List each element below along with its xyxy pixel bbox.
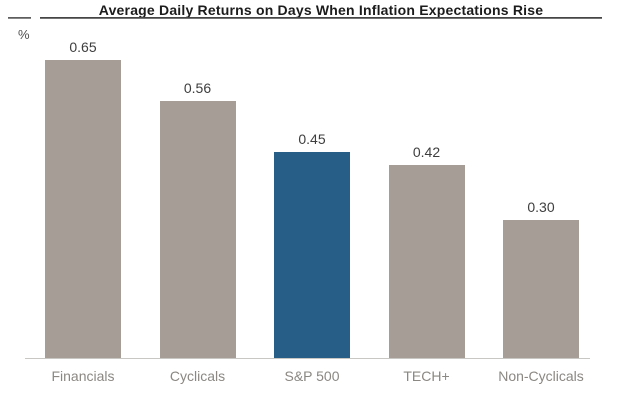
x-axis-line xyxy=(25,358,590,359)
bar-value-label: 0.42 xyxy=(412,144,441,160)
bar-financials xyxy=(45,60,121,358)
bar-group-cyclicals: 0.56 Cyclicals xyxy=(159,80,236,384)
bar-non-cyclicals xyxy=(503,220,579,358)
bar-group-tech: 0.42 TECH+ xyxy=(388,144,465,384)
bar-value-label: 0.56 xyxy=(183,80,212,96)
bar-value-label: 0.30 xyxy=(527,199,555,215)
category-label: S&P 500 xyxy=(284,368,340,384)
bar-group-non-cyclicals: 0.30 Non-Cyclicals xyxy=(498,199,584,384)
y-axis-unit-label: % xyxy=(18,27,30,42)
bar-tech xyxy=(388,165,465,358)
plot-area: 0.65 Financials 0.56 Cyclicals 0.45 S&P 500 0.… xyxy=(45,39,584,384)
axis-top-dash xyxy=(8,17,31,19)
chart-title: Average Daily Returns on Days When Infla… xyxy=(98,2,544,18)
category-label: TECH+ xyxy=(403,368,450,384)
bar-s-p-500 xyxy=(274,152,350,358)
category-label: Non-Cyclicals xyxy=(498,368,584,384)
category-label: Financials xyxy=(51,368,115,384)
bar-cyclicals xyxy=(159,101,236,358)
bar-group-s-p-500: 0.45 S&P 500 xyxy=(274,131,350,384)
bar-group-financials: 0.65 Financials xyxy=(45,39,121,384)
bar-value-label: 0.45 xyxy=(298,131,326,147)
bar-value-label: 0.65 xyxy=(69,39,97,55)
category-label: Cyclicals xyxy=(169,368,226,384)
title-underline xyxy=(40,17,602,19)
